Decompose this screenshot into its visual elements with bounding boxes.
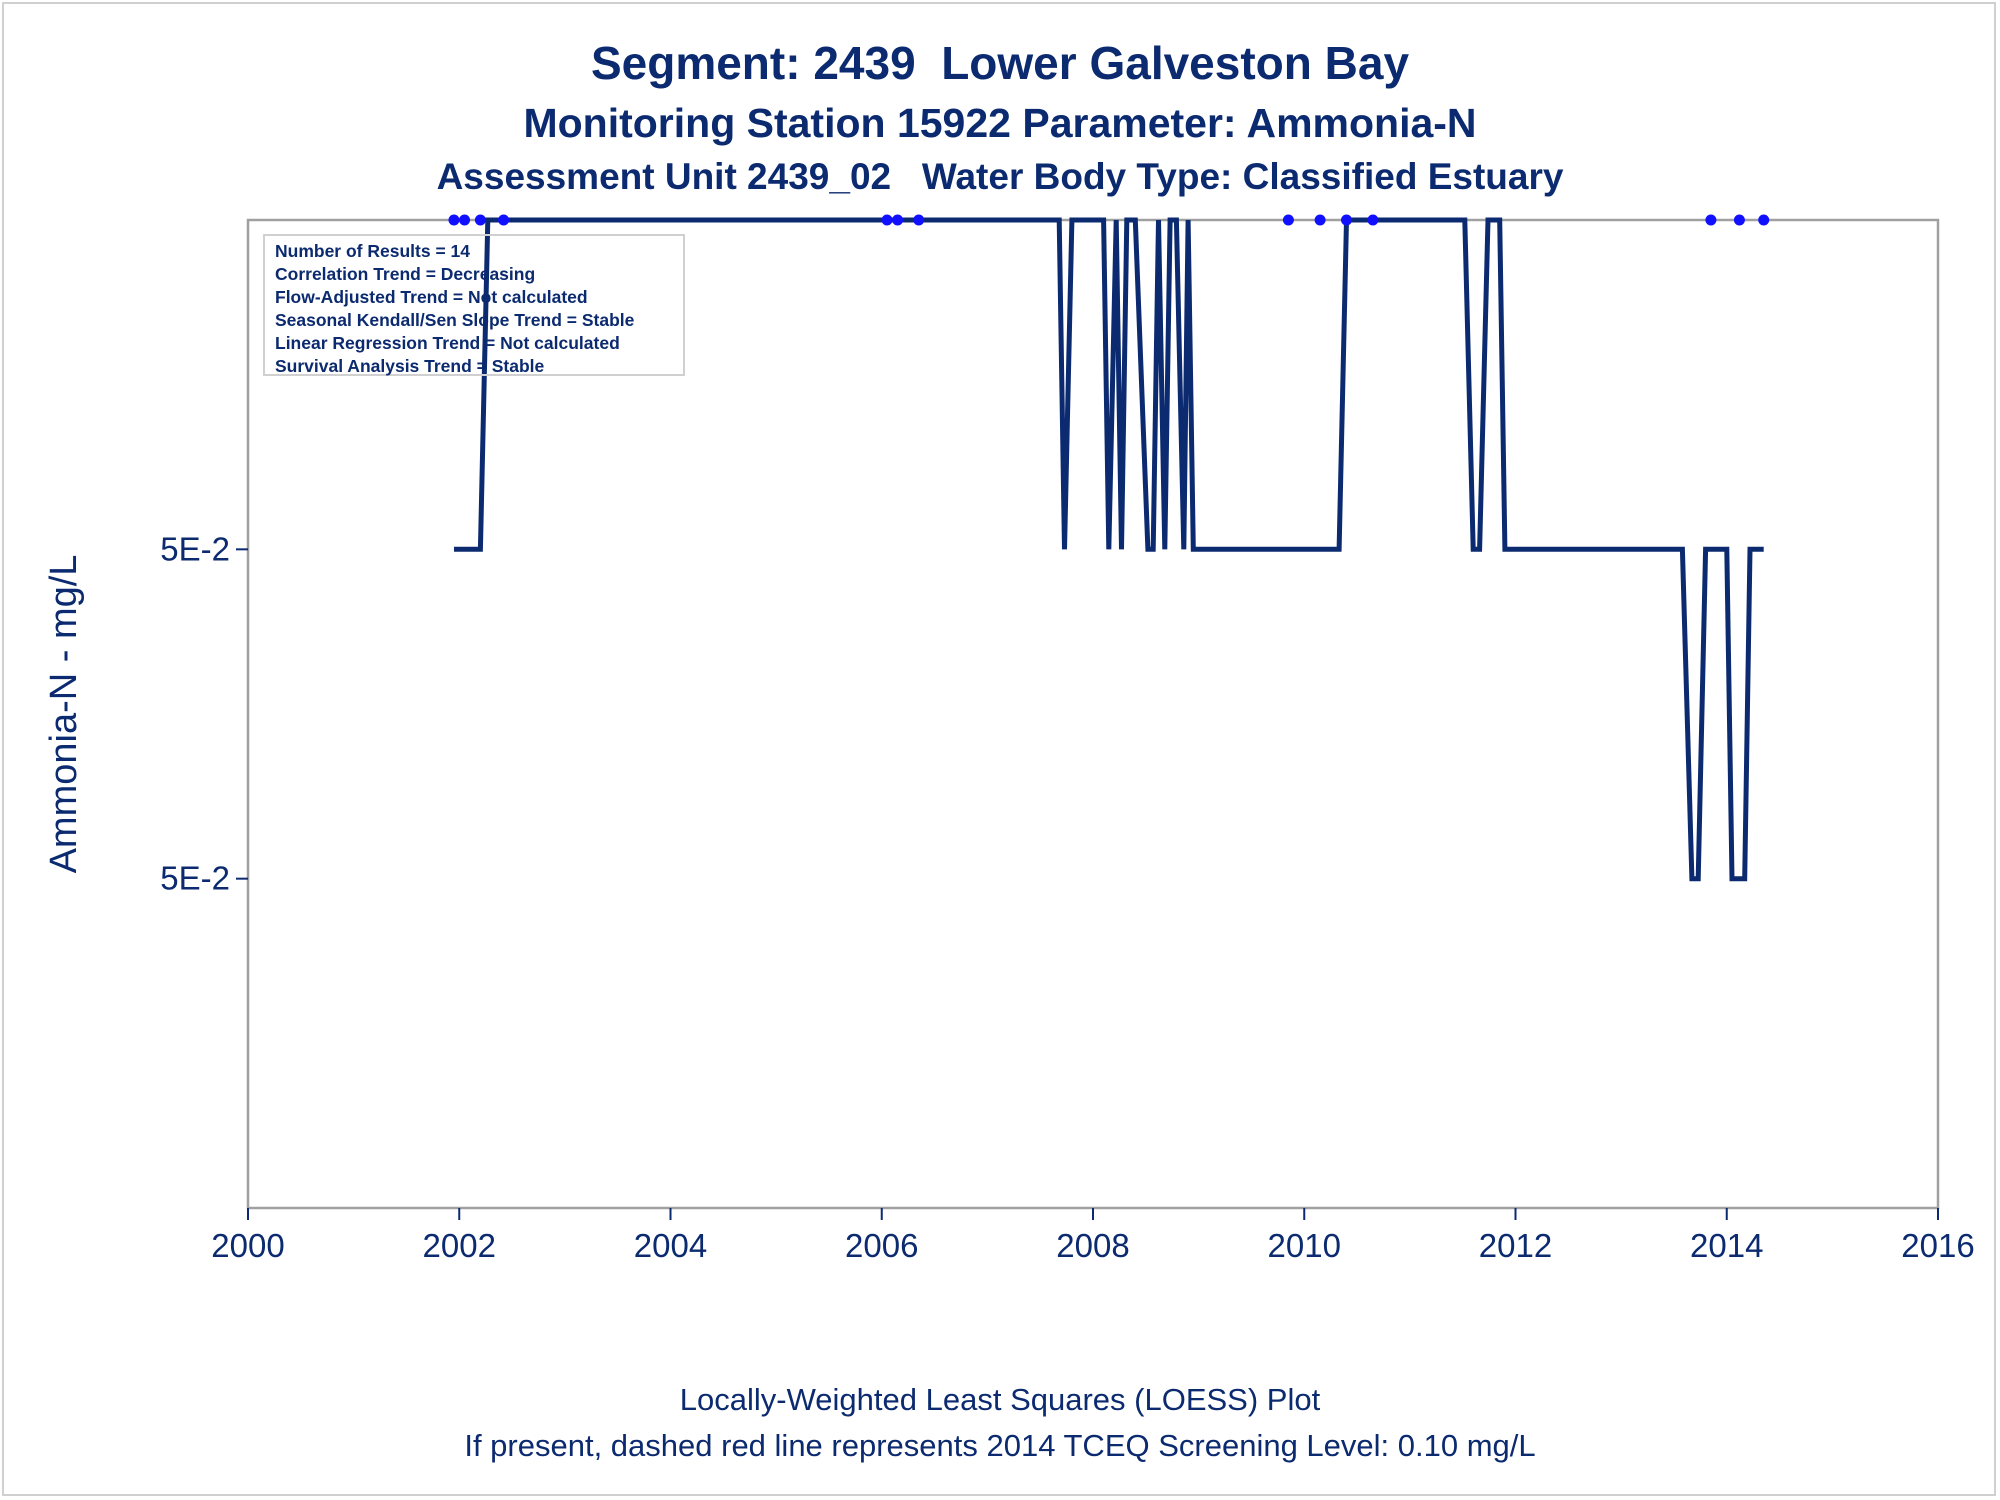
data-point xyxy=(1314,214,1326,226)
data-point xyxy=(498,214,510,226)
data-point xyxy=(881,214,893,226)
chart-subtitle: Monitoring Station 15922 Parameter: Ammo… xyxy=(523,100,1477,146)
x-tick-label: 2000 xyxy=(211,1227,284,1264)
data-point xyxy=(459,214,471,226)
data-point xyxy=(913,214,925,226)
stats-linear-regression-trend: Linear Regression Trend = Not calculated xyxy=(275,333,620,353)
stats-seasonal-kendall-trend: Seasonal Kendall/Sen Slope Trend = Stabl… xyxy=(275,310,635,330)
data-point xyxy=(892,214,904,226)
stats-survival-analysis-trend: Survival Analysis Trend = Stable xyxy=(275,356,545,376)
x-tick-label: 2010 xyxy=(1268,1227,1341,1264)
y-tick-label: 5E-2 xyxy=(160,860,230,897)
x-tick-label: 2006 xyxy=(845,1227,918,1264)
stats-correlation-trend: Correlation Trend = Decreasing xyxy=(275,264,536,284)
chart-subtitle-2: Assessment Unit 2439_02 Water Body Type:… xyxy=(436,156,1564,197)
x-tick-label: 2016 xyxy=(1901,1227,1974,1264)
data-point xyxy=(474,214,486,226)
stats-flow-adjusted-trend: Flow-Adjusted Trend = Not calculated xyxy=(275,287,588,307)
x-tick-label: 2002 xyxy=(423,1227,496,1264)
x-tick-label: 2004 xyxy=(634,1227,707,1264)
x-tick-label: 2014 xyxy=(1690,1227,1763,1264)
data-point xyxy=(448,214,460,226)
y-axis-label: Ammonia-N - mg/L xyxy=(43,555,85,874)
data-point xyxy=(1758,214,1770,226)
data-point xyxy=(1705,214,1717,226)
data-point xyxy=(1367,214,1379,226)
chart-title: Segment: 2439 Lower Galveston Bay xyxy=(590,37,1410,89)
data-point xyxy=(1341,214,1352,226)
trend-stats-box: Number of Results = 14 Correlation Trend… xyxy=(263,234,685,376)
x-tick-label: 2012 xyxy=(1479,1227,1552,1264)
stats-number-of-results: Number of Results = 14 xyxy=(275,241,470,261)
data-point xyxy=(1733,214,1745,226)
y-tick-label: 5E-2 xyxy=(160,530,230,567)
data-point xyxy=(1282,214,1294,226)
x-tick-label: 2008 xyxy=(1056,1227,1129,1264)
screening-level-note: If present, dashed red line represents 2… xyxy=(464,1428,1536,1463)
plot-type-note: Locally-Weighted Least Squares (LOESS) P… xyxy=(679,1382,1321,1417)
loess-line xyxy=(454,217,1764,882)
